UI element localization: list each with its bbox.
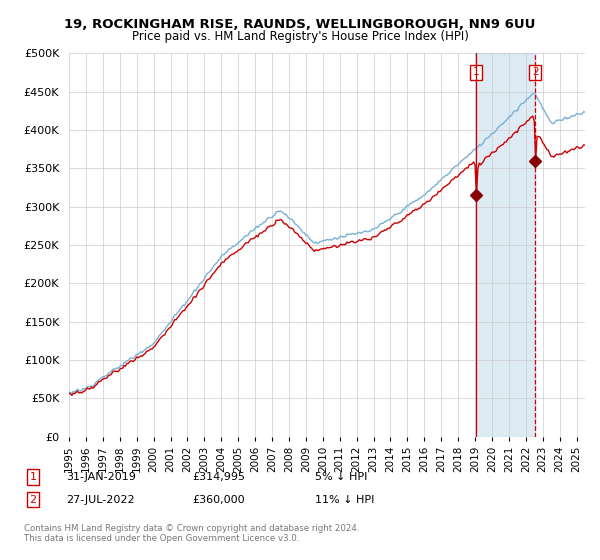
Text: 1: 1: [29, 472, 37, 482]
Bar: [476, 53, 535, 437]
Text: 31-JAN-2019: 31-JAN-2019: [66, 472, 136, 482]
Text: 27-JUL-2022: 27-JUL-2022: [66, 494, 134, 505]
Text: 11% ↓ HPI: 11% ↓ HPI: [315, 494, 374, 505]
Text: 1: 1: [473, 67, 479, 77]
Text: Contains HM Land Registry data © Crown copyright and database right 2024.
This d: Contains HM Land Registry data © Crown c…: [24, 524, 359, 543]
Text: 5% ↓ HPI: 5% ↓ HPI: [315, 472, 367, 482]
Text: £314,995: £314,995: [192, 472, 245, 482]
Text: £360,000: £360,000: [192, 494, 245, 505]
Text: Price paid vs. HM Land Registry's House Price Index (HPI): Price paid vs. HM Land Registry's House …: [131, 30, 469, 43]
Text: 19, ROCKINGHAM RISE, RAUNDS, WELLINGBOROUGH, NN9 6UU: 19, ROCKINGHAM RISE, RAUNDS, WELLINGBORO…: [64, 18, 536, 31]
Text: 2: 2: [532, 67, 539, 77]
Text: 2: 2: [29, 494, 37, 505]
